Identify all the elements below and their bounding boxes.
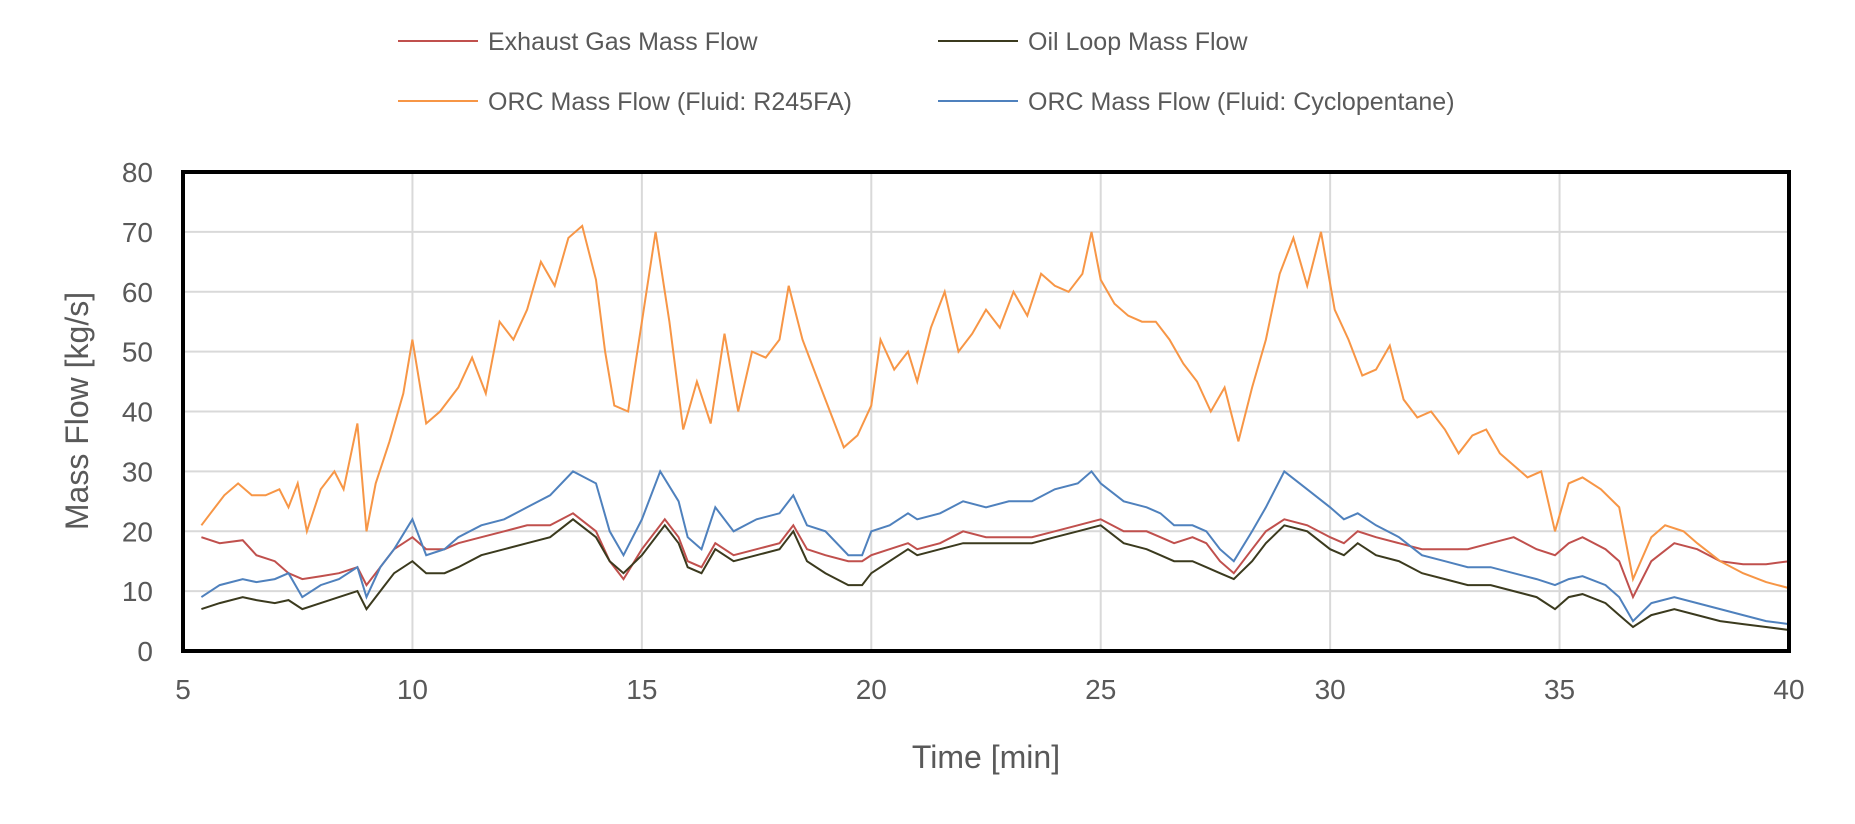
series-line-2 [200, 224, 1790, 590]
y-tick-label: 10 [122, 576, 153, 607]
x-tick-label: 10 [397, 674, 428, 705]
series-lines [200, 224, 1790, 631]
y-tick-label: 60 [122, 277, 153, 308]
legend-label-exhaust: Exhaust Gas Mass Flow [488, 28, 758, 56]
x-tick-label: 15 [626, 674, 657, 705]
y-axis-title: Mass Flow [kg/s] [59, 292, 95, 530]
legend: Exhaust Gas Mass Flow Oil Loop Mass Flow… [398, 28, 1455, 116]
legend-item-orc-cyclopentane: ORC Mass Flow (Fluid: Cyclopentane) [938, 88, 1455, 116]
y-tick-label: 0 [137, 636, 153, 667]
series-line-0 [201, 512, 1790, 600]
y-tick-label: 20 [122, 516, 153, 547]
x-tick-label: 35 [1544, 674, 1575, 705]
legend-label-oil-loop: Oil Loop Mass Flow [1028, 28, 1248, 56]
x-tick-label: 30 [1315, 674, 1346, 705]
legend-item-orc-r245fa: ORC Mass Flow (Fluid: R245FA) [398, 88, 852, 116]
x-axis-title: Time [min] [912, 739, 1060, 775]
y-tick-label: 30 [122, 456, 153, 487]
y-tick-label: 50 [122, 337, 153, 368]
series-line-3 [200, 469, 1790, 626]
legend-item-oil-loop: Oil Loop Mass Flow [938, 28, 1248, 56]
plot-area-border [181, 170, 1791, 653]
y-tick-label: 80 [122, 157, 153, 188]
x-tick-label: 25 [1085, 674, 1116, 705]
y-tick-label: 40 [122, 397, 153, 428]
x-tick-label: 40 [1773, 674, 1804, 705]
series-line-1 [201, 518, 1790, 631]
x-tick-label: 20 [856, 674, 887, 705]
legend-label-orc-cyclopentane: ORC Mass Flow (Fluid: Cyclopentane) [1028, 88, 1455, 116]
legend-label-orc-r245fa: ORC Mass Flow (Fluid: R245FA) [488, 88, 852, 116]
y-tick-label: 70 [122, 217, 153, 248]
gridlines [182, 171, 1790, 652]
legend-item-exhaust: Exhaust Gas Mass Flow [398, 28, 758, 56]
x-tick-label: 5 [175, 674, 191, 705]
tick-labels: 5 10 15 20 25 30 35 40 0 10 20 30 40 50 60 70 80 [122, 157, 1805, 705]
